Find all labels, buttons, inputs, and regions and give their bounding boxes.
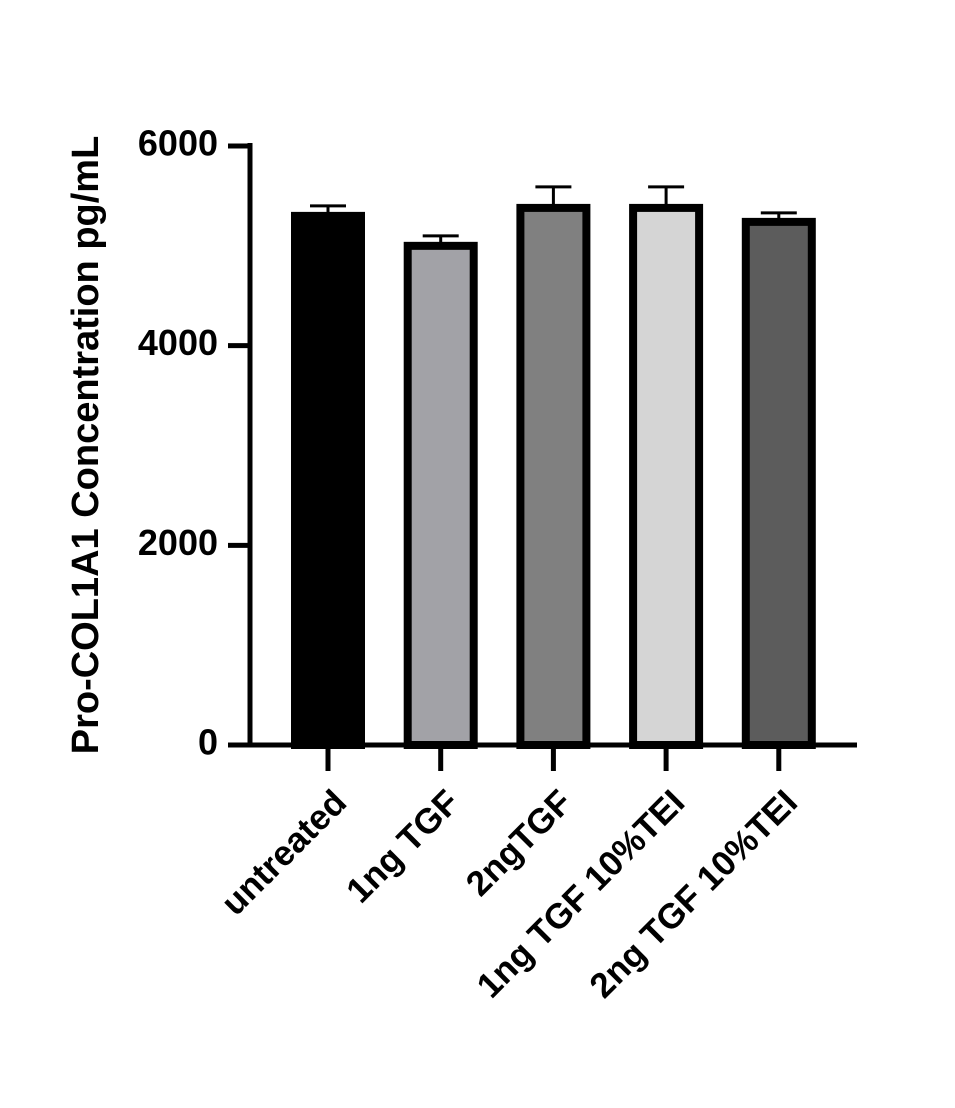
y-tick-label: 2000	[138, 522, 218, 563]
bar	[629, 203, 704, 750]
x-tick-label: 1ng TGF	[339, 783, 467, 911]
bar	[403, 241, 478, 749]
y-tick-label: 4000	[138, 322, 218, 363]
bar	[516, 203, 591, 750]
x-tick-label: 1ng TGF 10%TEI	[469, 783, 692, 1006]
y-tick-label: 0	[198, 722, 218, 763]
y-tick-label: 6000	[138, 123, 218, 164]
x-tick-label: untreated	[214, 783, 354, 923]
y-axis-label: Pro-COL1A1 Concentration pg/mL	[65, 136, 107, 755]
x-tick-label: 2ng TGF 10%TEI	[582, 783, 805, 1006]
bar	[291, 211, 365, 749]
bar	[741, 217, 816, 749]
